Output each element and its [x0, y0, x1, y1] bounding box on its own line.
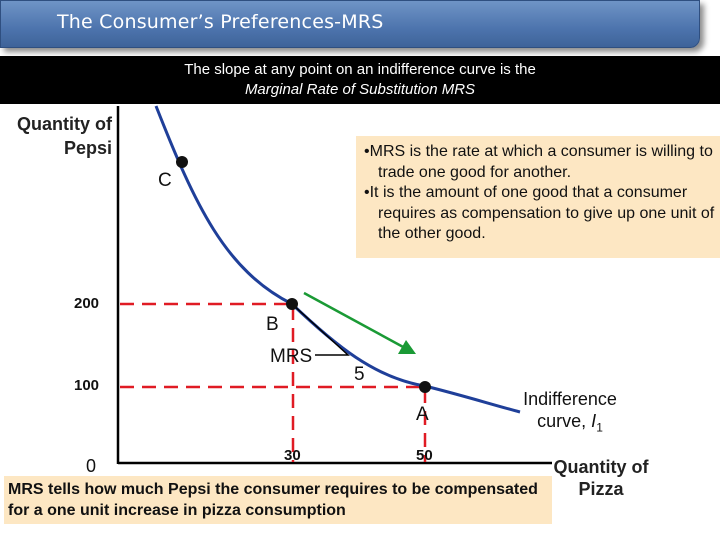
definition-text-1: MRS is the rate at which a consumer is w…: [369, 143, 713, 181]
subtitle-line-2: Marginal Rate of Substitution MRS: [244, 81, 476, 98]
bullet-symbol: •: [364, 143, 370, 160]
definition-text-2: It is the amount of one good that a cons…: [369, 184, 715, 242]
tangent-arrow: [303, 291, 406, 350]
point-c: [176, 156, 188, 168]
subtitle-line-1: The slope at any point on an indifferenc…: [184, 61, 536, 78]
bullet-symbol: •: [364, 184, 370, 201]
x-axis-label: Quantity of Pizza: [553, 457, 649, 499]
x-tick-50: 50: [416, 447, 433, 464]
title-bar: The Consumer’s Preferences-MRS: [0, 0, 700, 48]
subtitle-band: The slope at any point on an indifferenc…: [0, 56, 720, 104]
slide-title: The Consumer’s Preferences-MRS: [57, 11, 384, 33]
definition-bullet-2: •It is the amount of one good that a con…: [364, 183, 716, 245]
mrs-explanation-note: MRS tells how much Pepsi the consumer re…: [4, 476, 552, 524]
y-tick-200: 200: [74, 295, 100, 312]
point-b: [286, 298, 298, 310]
y-tick-100: 100: [74, 377, 100, 394]
point-a-label: A: [416, 404, 429, 425]
origin-label: 0: [86, 456, 97, 476]
mrs-label: MRS: [270, 346, 313, 367]
curve-label-subscript: 1: [596, 420, 603, 435]
curve-label: Indifference curve, I1: [512, 388, 628, 439]
mrs-triangle: [291, 303, 350, 356]
mrs-definition-box: •MRS is the rate at which a consumer is …: [356, 136, 720, 258]
curve-label-symbol: I: [591, 411, 597, 431]
x-tick-30: 30: [284, 447, 301, 464]
point-c-label: C: [158, 170, 172, 191]
y-axis-label: Quantity of Pepsi: [17, 114, 112, 158]
point-a: [419, 381, 431, 393]
point-b-label: B: [266, 314, 279, 335]
definition-bullet-1: •MRS is the rate at which a consumer is …: [364, 142, 716, 183]
tangent-arrowhead: [398, 340, 416, 354]
curve-label-text: Indifference curve,: [523, 389, 617, 431]
mrs-value: 5: [354, 364, 365, 385]
